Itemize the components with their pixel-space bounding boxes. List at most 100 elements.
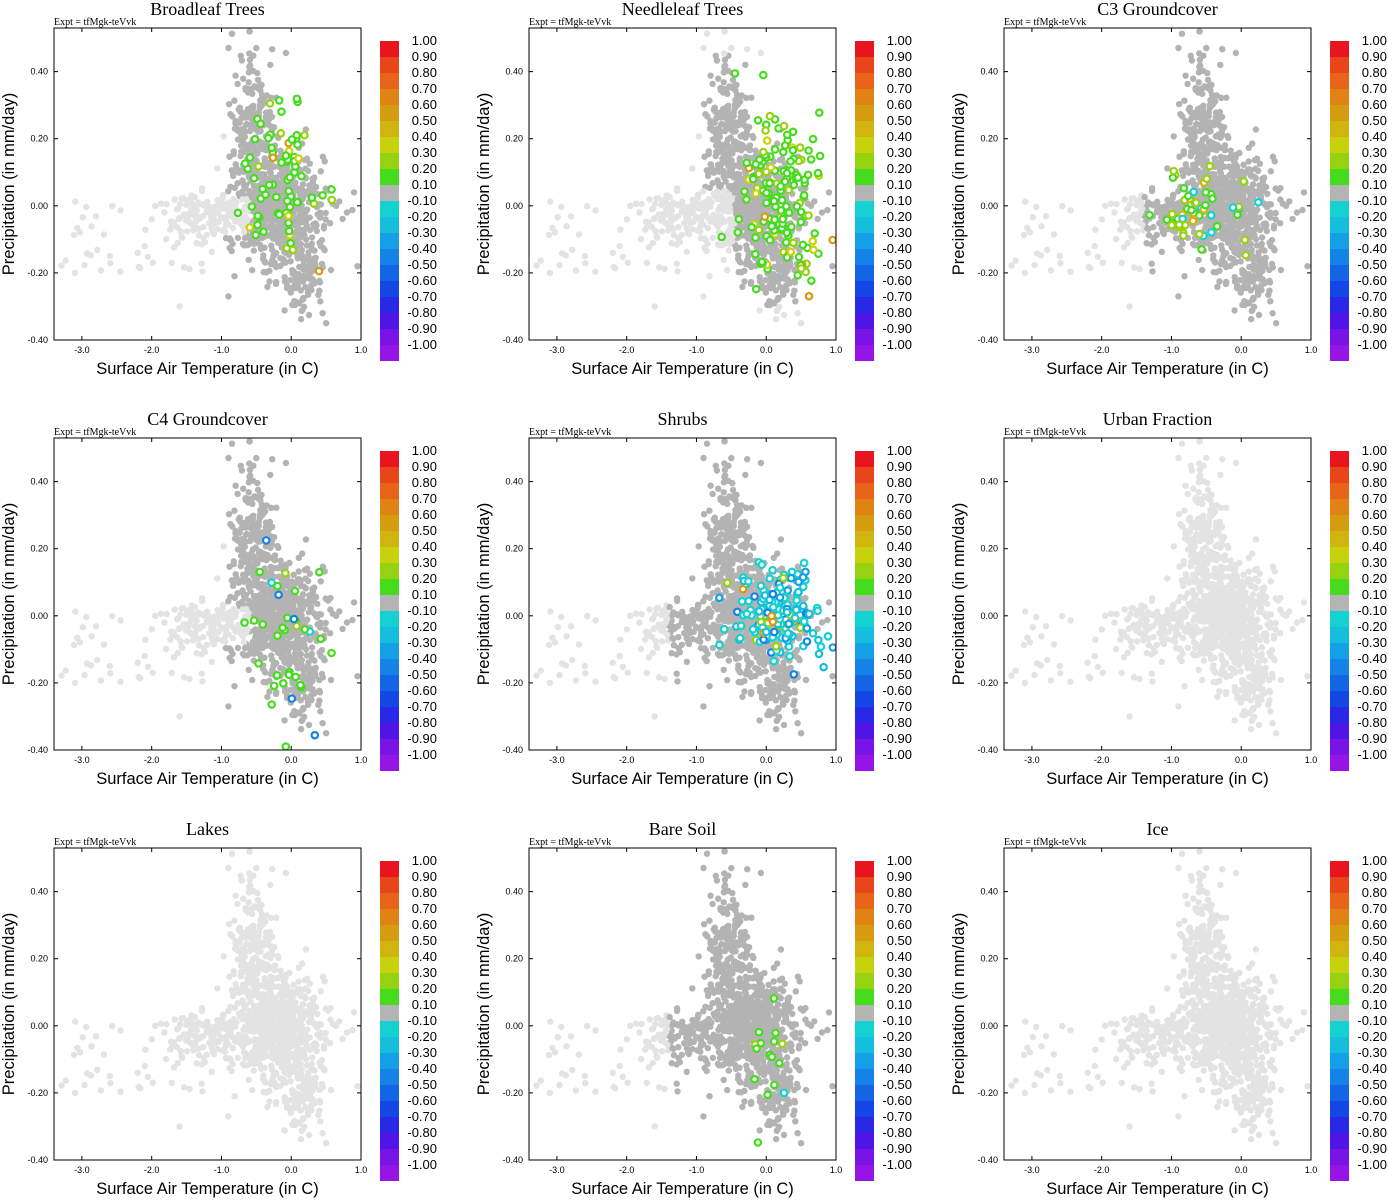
data-point-neutral	[308, 696, 315, 704]
data-point-colored	[776, 182, 785, 191]
data-point-colored	[810, 229, 820, 238]
data-point-neutral	[736, 199, 744, 206]
data-point-neutral	[294, 665, 301, 672]
data-point-neutral	[311, 610, 318, 617]
data-point-background	[687, 219, 695, 226]
y-tick-label: 0.20	[980, 134, 998, 144]
data-point-neutral	[306, 570, 313, 577]
data-point-neutral	[234, 537, 241, 544]
data-point-background	[617, 226, 624, 233]
data-point-neutral	[246, 187, 253, 195]
data-point-neutral	[237, 562, 244, 570]
data-point-neutral	[742, 61, 749, 69]
data-point-colored	[782, 253, 792, 262]
data-point-neutral	[228, 440, 236, 447]
data-point-background	[698, 200, 706, 207]
data-point-neutral	[1199, 266, 1206, 274]
data-point-background	[194, 635, 201, 642]
colorbar-label: -0.50	[407, 667, 437, 682]
y-tick-label: 0.00	[30, 611, 48, 621]
data-point-background	[117, 617, 124, 624]
data-point-background	[652, 200, 659, 208]
colorbar-label: 0.80	[412, 475, 437, 490]
data-point-background	[1094, 253, 1102, 261]
data-point-neutral	[1248, 307, 1256, 315]
data-point-neutral	[237, 152, 244, 160]
data-point-neutral	[349, 206, 356, 214]
data-point-neutral	[1258, 234, 1266, 241]
data-point-neutral	[229, 650, 236, 658]
data-point-colored	[813, 168, 823, 178]
data-point-colored	[1201, 200, 1210, 210]
data-point-neutral	[249, 676, 256, 684]
data-point-neutral	[1181, 97, 1188, 104]
data-point-colored	[285, 173, 295, 182]
data-point-neutral	[299, 275, 307, 282]
data-point-neutral	[1205, 83, 1212, 90]
data-point-background	[100, 641, 108, 648]
data-point-neutral	[1258, 245, 1266, 252]
colorbar-swatch	[855, 265, 874, 281]
data-point-neutral	[1175, 44, 1182, 52]
data-point-background	[212, 613, 219, 620]
data-point-neutral	[1169, 191, 1177, 198]
data-point-neutral	[1186, 119, 1193, 126]
data-point-background	[656, 212, 663, 219]
data-point-background	[217, 213, 225, 220]
data-point-background	[592, 207, 599, 214]
colorbar-swatch	[855, 169, 874, 185]
data-point-neutral	[1221, 194, 1229, 201]
data-point-colored	[796, 207, 806, 217]
data-point-neutral	[247, 143, 255, 150]
data-point-neutral	[303, 242, 311, 249]
colorbar-swatch	[855, 201, 874, 217]
data-point-neutral	[1184, 127, 1191, 134]
data-point-neutral	[1158, 248, 1166, 255]
data-point-neutral	[297, 207, 305, 214]
data-point-background	[109, 202, 116, 210]
data-point-neutral	[234, 127, 241, 134]
plot-frame	[53, 27, 362, 341]
data-point-background	[168, 259, 175, 267]
data-point-colored	[781, 238, 791, 247]
data-point-neutral	[254, 76, 262, 84]
data-point-neutral	[339, 215, 346, 223]
data-point-neutral	[229, 240, 236, 248]
data-point-background	[720, 199, 727, 206]
data-point-neutral	[320, 222, 328, 230]
data-point-background	[703, 30, 711, 37]
data-point-background	[643, 259, 650, 267]
data-point-colored	[757, 257, 767, 267]
data-point-neutral	[1231, 274, 1238, 281]
data-point-neutral	[311, 223, 318, 230]
data-point-colored	[287, 694, 297, 703]
data-point-neutral	[327, 606, 334, 613]
data-point-background	[196, 215, 203, 222]
data-point-background	[149, 259, 156, 266]
data-point-neutral	[239, 540, 247, 548]
data-point-background	[141, 242, 148, 250]
colorbar-swatch	[380, 707, 399, 723]
data-point-neutral	[814, 215, 821, 223]
data-point-background	[721, 50, 728, 57]
data-point-background	[181, 212, 188, 219]
data-point-background	[691, 199, 698, 206]
data-point-background	[664, 221, 671, 229]
data-point-neutral	[222, 645, 230, 652]
data-point-neutral	[228, 30, 236, 37]
data-point-neutral	[245, 666, 252, 674]
data-point-background	[689, 165, 696, 172]
data-point-neutral	[1247, 207, 1255, 214]
data-point-neutral	[1182, 72, 1189, 79]
data-point-background	[216, 199, 223, 206]
data-point-colored	[240, 618, 249, 627]
data-point-colored	[807, 276, 816, 286]
data-point-neutral	[267, 61, 274, 69]
data-point-neutral	[311, 633, 318, 640]
colorbar-swatch	[1330, 329, 1349, 345]
data-point-background	[209, 229, 217, 236]
data-point-background	[710, 190, 717, 197]
data-point-neutral	[293, 658, 300, 665]
data-point-neutral	[722, 143, 730, 150]
data-point-neutral	[721, 62, 729, 69]
